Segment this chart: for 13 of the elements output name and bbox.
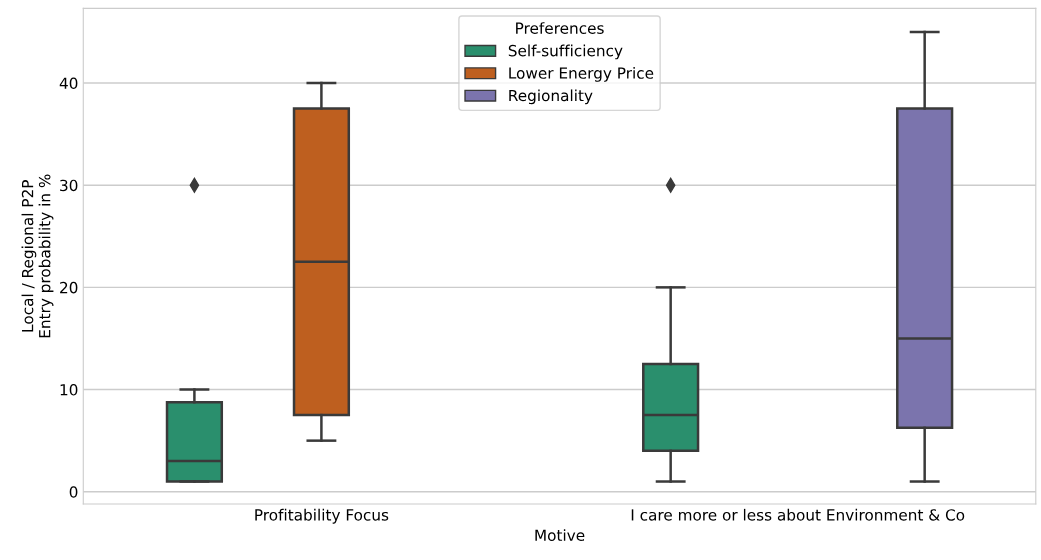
y-tick-label: 0 — [69, 486, 78, 498]
x-tick-label: I care more or less about Environment & Co — [631, 508, 965, 521]
y-tick-label: 20 — [60, 281, 78, 294]
y-tick-label: 40 — [59, 77, 78, 90]
x-axis-title: Motive — [535, 529, 585, 542]
legend-label: Lower Energy Price — [509, 67, 654, 82]
y-axis-title: Local / Regional P2P Entry probability in % — [21, 174, 54, 338]
legend-label: Regionality — [509, 89, 593, 105]
x-tick-label: Profitability Focus — [255, 508, 389, 524]
y-tick-label: 10 — [60, 384, 78, 396]
legend-label: Self-sufficiency — [508, 44, 623, 60]
y-tick-label: 30 — [60, 179, 78, 192]
legend-title: Preferences — [516, 22, 604, 34]
